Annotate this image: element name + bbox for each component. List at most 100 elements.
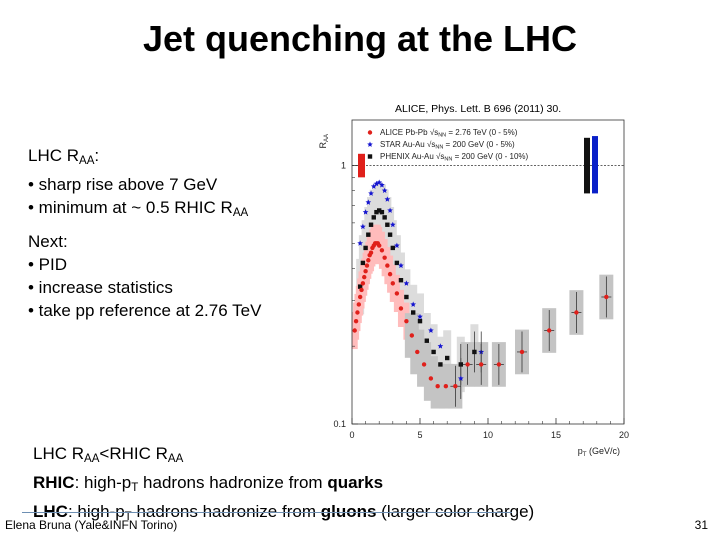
phenix-data-point [404,294,409,300]
alice-data-point [356,302,361,307]
phenix-data-point [472,349,477,355]
alice-data-point [382,255,387,260]
legend-label-star: STAR Au-Au √sNN = 200 GeV (0 - 5%) [380,140,515,151]
alice-data-point [519,349,525,355]
alice-data-point [357,294,363,300]
phenix-data-point [445,355,450,361]
y-tick-label: 0.1 [333,419,346,429]
phenix-data-point [360,260,366,266]
footer-author: Elena Bruna (Yale&INFN Torino) [5,518,178,532]
x-tick-label: 0 [349,430,354,440]
star-data-point [381,187,388,193]
alice-data-point [355,310,360,315]
x-axis-title: pT (GeV/c) [578,446,620,458]
legend-marker-alice [367,130,373,135]
alice-data-point [453,384,458,389]
series-alice [352,241,612,407]
alice-data-point [394,291,400,296]
legend-marker-phenix [367,154,373,159]
alice-data-point [404,318,409,324]
star-data-point [384,196,391,202]
alice-data-point [421,362,427,367]
phenix-data-point [411,310,416,315]
alice-data-point [360,281,366,286]
phenix-data-point [374,209,379,215]
phenix-data-point [366,232,371,237]
lhc-statement: LHC: high-pT hadrons hadronize from gluo… [33,501,535,523]
raa-chart: 0 5 10 15 20 0.1 1 pT (GeV/c) RAA ALICE Pb-Pb √sN… [318,119,629,458]
next-steps: Next: • PID • increase statistics • take… [28,230,261,322]
star-data-point [370,183,377,189]
phenix-data-point [357,284,363,289]
alice-data-point [479,362,484,367]
bullet-statistics: • increase statistics [28,278,173,297]
alice-data-point [363,269,368,274]
alice-data-point [364,263,370,268]
alice-data-point [415,349,420,355]
star-data-point [398,262,404,269]
page-number: 31 [694,518,708,532]
alice-data-point [435,384,440,389]
phenix-data-point [398,278,404,283]
alice-data-point [385,263,390,268]
alice-data-point [409,333,415,338]
alice-data-point [390,281,395,286]
alice-data-point [368,250,374,255]
citation: ALICE, Phys. Lett. B 696 (2011) 30. [395,103,562,115]
bullet-pid: • PID [28,255,68,274]
rhic-statement: RHIC: high-pT hadrons hadronize from qua… [33,472,384,494]
y-tick-label: 1 [341,161,346,171]
alice-data-point [604,294,609,300]
star-data-point [403,280,410,286]
phenix-data-point [363,245,368,251]
alice-data-point [377,243,382,248]
phenix-data-point [394,260,400,266]
alice-data-point [379,248,385,253]
alice-data-point [398,306,404,311]
phenix-data-point [385,222,390,227]
phenix-data-point [431,349,436,355]
alice-data-point [465,362,470,367]
star-data-point [365,199,372,205]
bullet-pp-reference: • take pp reference at 2.76 TeV [28,301,262,320]
star-data-point [389,221,396,228]
phenix-data-point [371,215,376,220]
star-data-point [437,343,444,349]
alice-data-point [366,258,371,263]
phenix-data-point [382,215,387,220]
alice-data-point [428,376,434,381]
star-data-point [357,240,364,246]
star-data-point [360,223,366,230]
systematic-bands [351,182,614,409]
slide-title: Jet quenching at the LHC [142,18,578,59]
interpretation: LHC RAA<RHIC RAA RHIC: high-pT hadrons h… [33,442,534,529]
phenix-data-point [377,208,382,213]
lhc-raa-summary: LHC RAA: • sharp rise above 7 GeV • mini… [28,144,248,225]
alice-data-point [496,362,502,367]
star-data-point [376,179,383,185]
star-data-point [410,301,417,307]
next-heading: Next: [28,232,68,251]
star-data-point [368,190,374,196]
star-data-point [417,313,423,320]
alice-data-point [359,287,364,293]
alice-data-point [352,328,357,333]
legend-label-phenix: PHENIX Au-Au √sNN = 200 GeV (0 - 10%) [380,152,529,163]
alice-data-point [443,384,449,389]
lhc-raa-heading: LHC RAA: [28,146,100,167]
star-data-point [379,182,385,188]
alice-data-point [574,310,579,315]
x-tick-label: 5 [417,430,422,440]
raa-comparison: LHC RAA<RHIC RAA [33,444,184,465]
x-tick-label: 10 [483,430,493,440]
legend-marker-star [367,141,373,147]
phenix-norm-box [584,137,590,194]
x-tick-label: 15 [551,430,561,440]
phenix-data-point [379,209,385,215]
star-data-point [457,375,464,381]
chart-plot-area: 0 5 10 15 20 0.1 1 pT (GeV/c) RAA ALICE Pb-Pb √sN… [318,119,629,458]
bullet-minimum: • minimum at ~ 0.5 RHIC RAA [28,197,249,219]
alice-data-point [547,328,552,333]
phenix-data-point [368,222,374,227]
alice-data-point [387,271,393,277]
